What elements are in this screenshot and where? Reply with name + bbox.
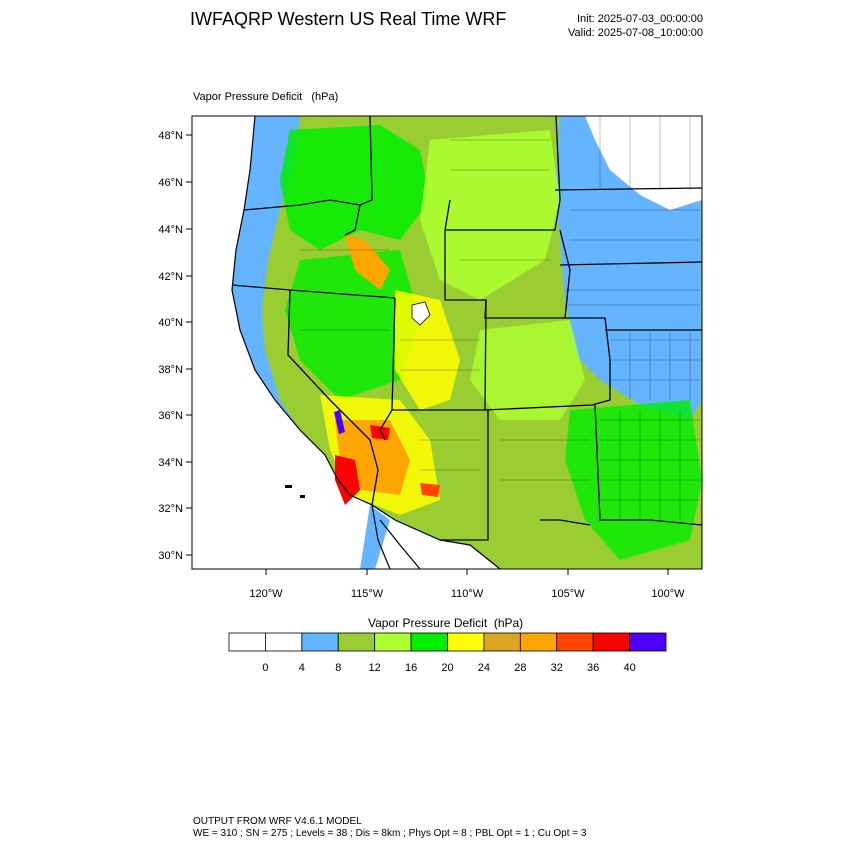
vpd-purple-deathvalley <box>334 410 345 434</box>
colorbar-title: Vapor Pressure Deficit (hPa) <box>368 616 524 630</box>
colorbar-label: 32 <box>551 662 563 674</box>
lat-tick-label: 40°N <box>158 317 183 329</box>
channel-islands <box>285 485 305 498</box>
footer-model: OUTPUT FROM WRF V4.6.1 MODEL <box>193 816 362 827</box>
state-boundaries <box>231 116 702 541</box>
colorbar-swatch <box>556 632 594 652</box>
colorbar-label: 0 <box>262 662 268 674</box>
lat-tick-label: 44°N <box>158 224 183 236</box>
map-frame <box>191 115 703 570</box>
vpd-zero-east <box>585 116 702 210</box>
lat-tick-label: 30°N <box>158 550 183 562</box>
colorbar-swatch <box>519 632 558 652</box>
lat-axis: 48°N 46°N 44°N 42°N 40°N 38°N 36°N 34°N 32°N 30°N <box>158 130 192 562</box>
colorbar-label: 40 <box>623 662 635 674</box>
county-boundaries <box>300 116 700 520</box>
vpd-lime-east <box>470 320 585 420</box>
valid-time-label: Valid: 2025-07-08_10:00:00 <box>568 27 703 39</box>
vpd-green-north <box>280 125 430 250</box>
field-label: Vapor Pressure Deficit (hPa) <box>193 91 339 103</box>
colorbar-swatch <box>447 632 485 652</box>
vpd-orange-snake <box>345 235 390 290</box>
vpd-green-central <box>285 250 420 400</box>
colorbar-swatch <box>337 632 376 652</box>
colorbar-swatch <box>374 632 412 652</box>
lon-tick-label: 115°W <box>351 588 384 600</box>
vpd-red-desert <box>335 455 360 505</box>
lat-tick-label: 46°N <box>158 177 183 189</box>
colorbar: 0 4 8 12 16 20 24 28 32 36 40 <box>228 632 667 674</box>
coastline <box>231 116 501 569</box>
footer-config: WE = 310 ; SN = 275 ; Levels = 38 ; Dis … <box>193 828 587 839</box>
colorbar-swatch <box>301 632 339 652</box>
lat-tick-label: 32°N <box>158 503 183 515</box>
gulf-coastline <box>371 504 421 569</box>
lon-tick-label: 100°W <box>651 588 685 600</box>
colorbar-label: 8 <box>335 662 341 674</box>
colorbar-swatch <box>265 632 303 652</box>
vpd-red-river <box>370 425 390 440</box>
lat-tick-label: 42°N <box>158 271 183 283</box>
lat-tick-label: 34°N <box>158 457 183 469</box>
colorbar-label: 16 <box>405 662 417 674</box>
page-title: IWFAQRP Western US Real Time WRF <box>190 9 507 29</box>
lon-tick-label: 105°W <box>551 588 585 600</box>
great-salt-lake <box>411 301 431 326</box>
lat-tick-label: 36°N <box>158 410 183 422</box>
colorbar-swatch <box>483 632 521 652</box>
vpd-low-sw <box>360 505 390 569</box>
colorbar-swatch <box>592 632 630 652</box>
vpd-lime-central <box>420 130 560 300</box>
lat-tick-label: 38°N <box>158 364 183 376</box>
colorbar-swatch <box>228 632 266 652</box>
lon-axis: 120°W 115°W 110°W 105°W 100°W <box>249 569 685 600</box>
colorbar-swatch <box>629 632 667 652</box>
colorbar-label: 24 <box>478 662 490 674</box>
lon-tick-label: 120°W <box>249 588 283 600</box>
lat-tick-label: 48°N <box>158 130 183 142</box>
colorbar-label: 12 <box>369 662 381 674</box>
lon-tick-label: 110°W <box>451 588 484 600</box>
colorbar-label: 36 <box>587 662 599 674</box>
colorbar-label: 4 <box>299 662 305 674</box>
map-plot-area <box>192 116 702 569</box>
colorbar-swatch <box>410 632 448 652</box>
colorbar-label: 20 <box>441 662 453 674</box>
vpd-yellow-basin <box>395 290 460 410</box>
vpd-red-arizona <box>420 483 440 497</box>
init-time-label: Init: 2025-07-03_00:00:00 <box>577 13 703 25</box>
colorbar-label: 28 <box>514 662 526 674</box>
